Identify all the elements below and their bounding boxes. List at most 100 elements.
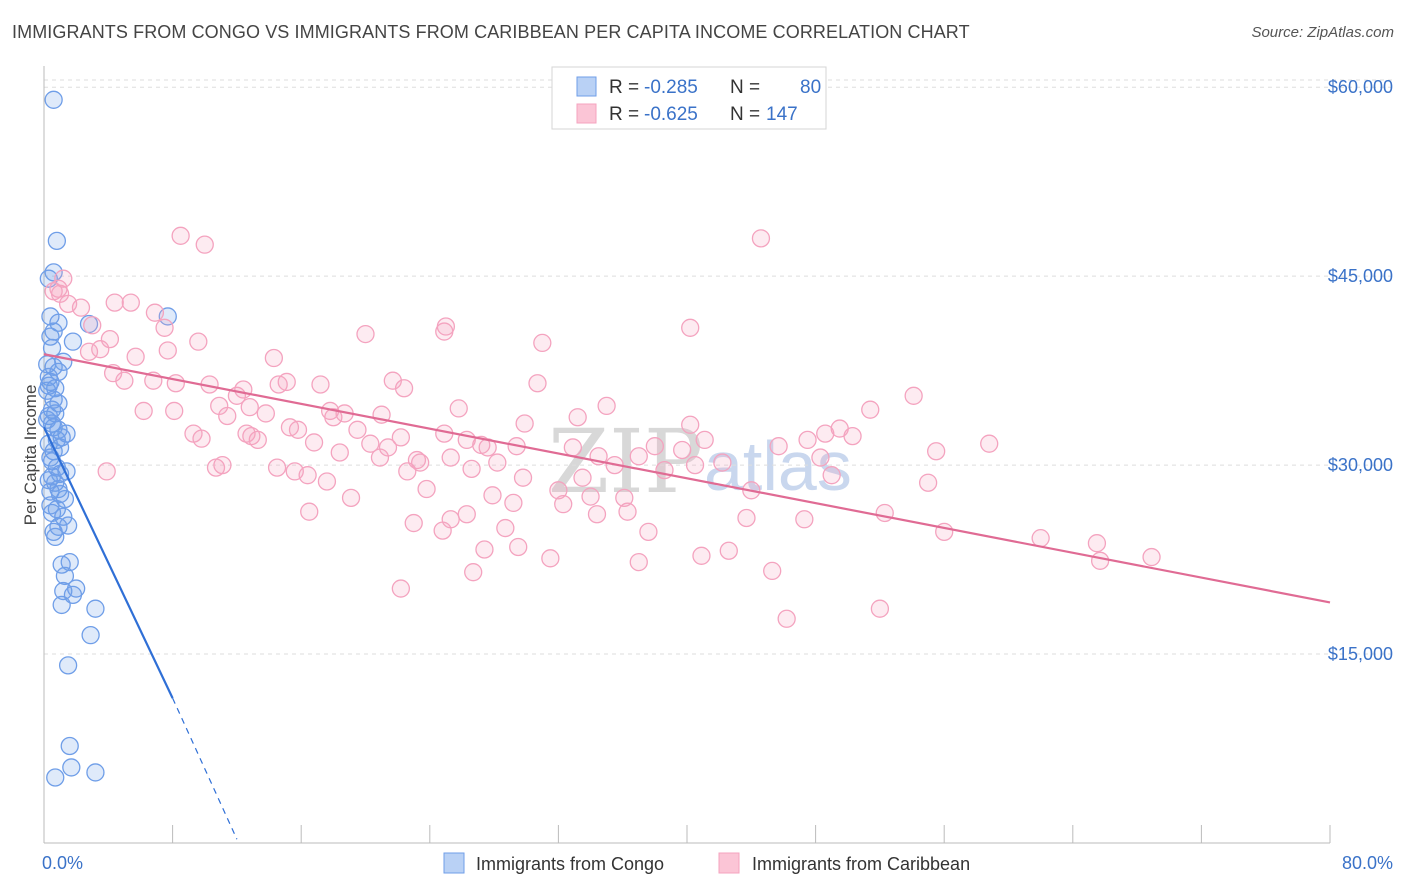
caribbean-point-111 (751, 229, 771, 248)
caribbean-point-130 (1031, 529, 1050, 548)
congo-point-54 (60, 736, 79, 756)
caribbean-point-44 (311, 375, 330, 394)
series-legend: Immigrants from Congo Immigrants from Ca… (443, 852, 970, 874)
caribbean-point-54 (330, 443, 349, 462)
caribbean-point-122 (861, 400, 880, 419)
caribbean-point-20 (100, 329, 120, 349)
caribbean-point-129 (980, 434, 999, 453)
grid-lines (44, 79, 1393, 655)
caribbean-point-75 (504, 493, 523, 513)
caribbean-point-121 (843, 426, 862, 446)
caribbean-point-5 (71, 298, 91, 317)
congo-point-66 (49, 420, 68, 439)
congo-trend-line (43, 426, 174, 699)
legend-r-label-caribbean: R = (609, 104, 639, 125)
caribbean-point-70 (462, 459, 481, 479)
congo-point-69 (67, 579, 86, 598)
series-caribbean-points (44, 226, 1161, 628)
caribbean-point-79 (513, 468, 533, 487)
caribbean-point-21 (189, 332, 208, 351)
congo-point-47 (52, 595, 71, 615)
caribbean-point-98 (615, 488, 634, 507)
caribbean-point-43 (192, 429, 211, 448)
caribbean-point-28 (237, 424, 256, 443)
caribbean-point-137 (549, 481, 568, 500)
caribbean-point-58 (317, 472, 337, 491)
caribbean-point-106 (685, 455, 705, 475)
caribbean-point-141 (97, 462, 116, 481)
caribbean-point-145 (134, 401, 153, 421)
legend-n-value-caribbean: 147 (766, 104, 798, 125)
congo-point-55 (62, 758, 81, 777)
caribbean-point-10 (121, 293, 140, 312)
caribbean-point-146 (568, 408, 587, 427)
caribbean-point-49 (361, 434, 380, 453)
legend-box (551, 66, 827, 130)
caribbean-point-143 (629, 552, 648, 572)
caribbean-point-109 (719, 541, 738, 560)
watermark-zip: ZIP (548, 410, 703, 513)
bottom-legend-swatch-caribbean (718, 852, 740, 874)
caribbean-point-14 (155, 318, 174, 337)
congo-point-56 (86, 763, 105, 782)
caribbean-point-55 (304, 433, 324, 452)
caribbean-point-136 (639, 522, 658, 542)
source-label: Source: ZipAtlas.com (1251, 24, 1394, 41)
caribbean-point-27 (218, 406, 237, 426)
trend-lines (43, 353, 1331, 840)
caribbean-point-22 (166, 374, 185, 393)
legend-r-value-caribbean: -0.625 (644, 104, 698, 125)
congo-point-64 (63, 332, 83, 351)
congo-point-38 (54, 507, 73, 526)
bottom-legend-label-caribbean: Immigrants from Caribbean (752, 854, 970, 874)
caribbean-point-118 (811, 448, 830, 467)
caribbean-point-12 (171, 226, 190, 245)
caribbean-point-64 (417, 479, 436, 499)
bottom-legend-label-congo: Immigrants from Congo (476, 854, 664, 874)
caribbean-point-53 (394, 379, 414, 398)
caribbean-point-115 (795, 510, 814, 529)
caribbean-point-132 (1090, 551, 1110, 570)
caribbean-point-73 (488, 453, 507, 472)
caribbean-point-11 (145, 303, 165, 322)
caribbean-point-38 (267, 458, 287, 477)
caribbean-point-116 (798, 430, 817, 450)
caribbean-trend-line (43, 353, 1331, 604)
caribbean-point-139 (404, 513, 423, 533)
y-tick-labels: $15,000 $30,000 $45,000 $60,000 (1328, 77, 1393, 664)
caribbean-point-113 (769, 437, 788, 456)
legend-r-label-congo: R = (609, 77, 639, 98)
caribbean-point-26 (240, 398, 259, 417)
caribbean-point-16 (126, 347, 145, 366)
caribbean-point-100 (629, 447, 648, 466)
caribbean-point-81 (509, 537, 528, 557)
caribbean-point-108 (713, 453, 732, 472)
caribbean-point-74 (483, 486, 502, 505)
congo-trend-extension (172, 697, 238, 840)
caribbean-point-34 (277, 372, 296, 392)
caribbean-point-95 (597, 396, 616, 416)
congo-point-48 (86, 599, 105, 618)
caribbean-point-68 (441, 448, 460, 467)
caribbean-point-123 (870, 599, 890, 618)
legend-swatch-caribbean (576, 103, 597, 124)
caribbean-point-40 (206, 458, 226, 477)
congo-point-49 (81, 626, 100, 645)
caribbean-point-30 (248, 430, 267, 450)
caribbean-point-52 (391, 428, 411, 447)
chart-title: IMMIGRANTS FROM CONGO VS IMMIGRANTS FROM… (12, 22, 970, 42)
y-axis-label: Per Capita Income (21, 385, 40, 526)
caribbean-point-56 (298, 466, 317, 485)
caribbean-point-89 (533, 333, 552, 353)
caribbean-point-131 (1087, 534, 1107, 553)
caribbean-point-112 (763, 561, 782, 581)
caribbean-point-94 (587, 505, 607, 524)
y-tick-label-3: $60,000 (1328, 77, 1393, 97)
caribbean-point-103 (673, 440, 692, 460)
caribbean-point-114 (777, 609, 796, 628)
bottom-legend-swatch-congo (443, 852, 465, 874)
caribbean-point-63 (407, 450, 427, 470)
y-tick-label-2: $45,000 (1328, 266, 1393, 286)
congo-point-6 (41, 327, 60, 346)
